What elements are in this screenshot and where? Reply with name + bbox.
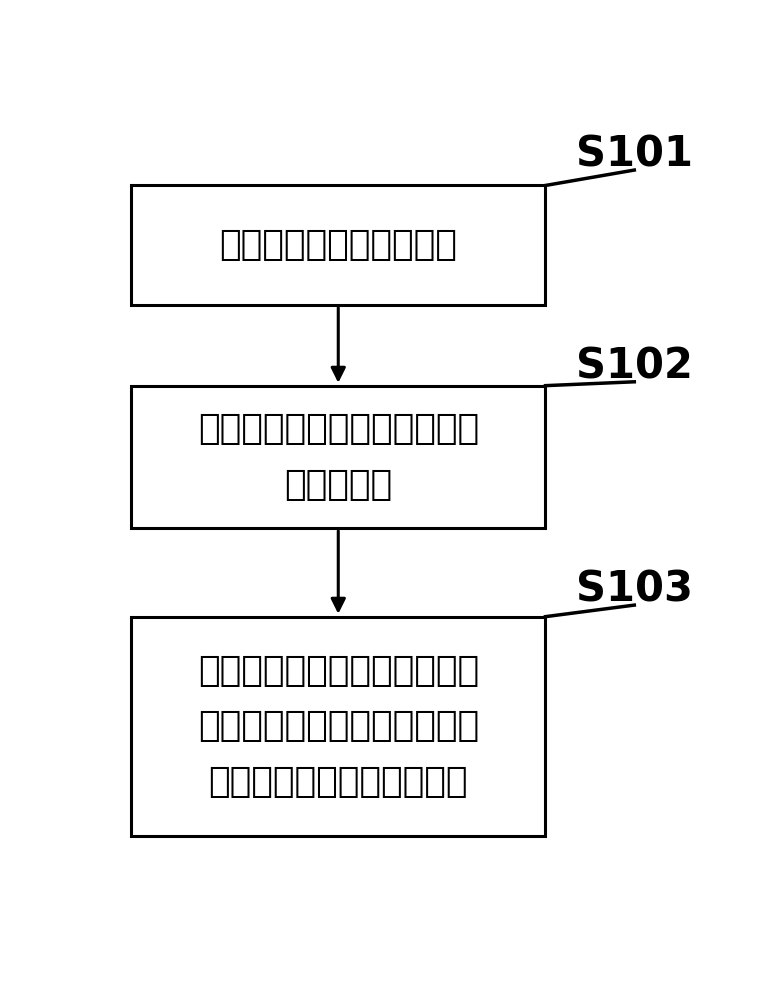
Bar bbox=[131, 386, 545, 528]
Text: 机系统参数: 机系统参数 bbox=[284, 468, 393, 502]
Bar bbox=[131, 185, 545, 305]
Text: 缩机系统参数和室外风机系统: 缩机系统参数和室外风机系统 bbox=[198, 709, 479, 743]
Text: 参数，调整室外风机的转速: 参数，调整室外风机的转速 bbox=[209, 765, 468, 799]
Text: 根据压缩机实时运行频率、压: 根据压缩机实时运行频率、压 bbox=[198, 654, 479, 688]
Text: S102: S102 bbox=[576, 345, 693, 387]
Text: 确定压缩机实时运行频率: 确定压缩机实时运行频率 bbox=[219, 228, 457, 262]
Bar bbox=[131, 617, 545, 836]
Text: S101: S101 bbox=[576, 134, 693, 176]
Text: 获取压缩机系统参数和室外风: 获取压缩机系统参数和室外风 bbox=[198, 412, 479, 446]
Text: S103: S103 bbox=[576, 569, 693, 611]
